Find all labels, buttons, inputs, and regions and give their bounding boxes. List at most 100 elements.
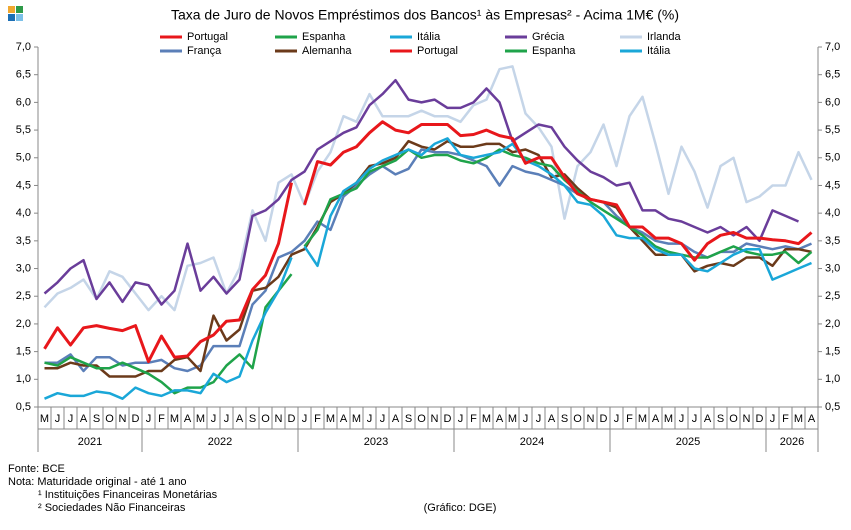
x-tick-label: J	[367, 413, 373, 425]
note: ¹ Instituições Financeiras Monetárias	[38, 489, 218, 501]
y-tick-label: 4,5	[16, 179, 31, 191]
y-tick-label: 1,0	[16, 373, 31, 385]
x-tick-label: S	[405, 413, 412, 425]
x-tick-label: M	[638, 413, 647, 425]
series-line	[44, 273, 293, 395]
x-tick-label: J	[146, 413, 152, 425]
x-tick-label: F	[158, 413, 165, 425]
x-tick-label: J	[458, 413, 464, 425]
x-tick-label: D	[132, 413, 140, 425]
x-tick-label: S	[93, 413, 100, 425]
series-line	[303, 120, 813, 262]
legend-label: Alemanha	[302, 45, 352, 57]
year-label: 2024	[520, 436, 544, 448]
x-tick-label: M	[482, 413, 491, 425]
x-tick-label: A	[496, 413, 504, 425]
x-tick-label: S	[561, 413, 568, 425]
note: Nota: Maturidade original - até 1 ano	[8, 476, 187, 488]
x-tick-label: F	[782, 413, 789, 425]
y-tick-label: 2,5	[16, 290, 31, 302]
x-tick-label: O	[261, 413, 270, 425]
legend-label: Portugal	[187, 31, 228, 43]
y-tick-label: 5,0	[16, 152, 31, 164]
x-tick-label: F	[314, 413, 321, 425]
x-tick-label: A	[808, 413, 816, 425]
x-tick-label: J	[55, 413, 61, 425]
logo	[8, 6, 15, 13]
x-tick-label: A	[80, 413, 88, 425]
x-tick-label: A	[548, 413, 556, 425]
x-tick-label: M	[196, 413, 205, 425]
x-tick-label: A	[652, 413, 660, 425]
x-tick-label: A	[392, 413, 400, 425]
x-tick-label: D	[600, 413, 608, 425]
y2-tick-label: 5,5	[825, 124, 840, 136]
series-line	[43, 65, 813, 312]
y2-tick-label: 4,5	[825, 179, 840, 191]
x-tick-label: J	[68, 413, 74, 425]
series-line	[44, 257, 293, 400]
x-tick-label: O	[573, 413, 582, 425]
credit: (Gráfico: DGE)	[424, 502, 497, 514]
x-tick-label: D	[444, 413, 452, 425]
year-label: 2022	[208, 436, 232, 448]
x-tick-label: M	[170, 413, 179, 425]
y2-tick-label: 3,5	[825, 235, 840, 247]
y2-tick-label: 1,0	[825, 373, 840, 385]
x-tick-label: J	[536, 413, 542, 425]
y2-tick-label: 0,5	[825, 401, 840, 413]
y2-tick-label: 5,0	[825, 152, 840, 164]
x-tick-label: O	[417, 413, 426, 425]
chart-title: Taxa de Juro de Novos Empréstimos dos Ba…	[171, 7, 679, 23]
y-tick-label: 7,0	[16, 41, 31, 53]
x-tick-label: D	[756, 413, 764, 425]
series-line	[303, 148, 813, 265]
x-tick-label: M	[794, 413, 803, 425]
year-label: 2021	[78, 436, 102, 448]
x-tick-label: N	[119, 413, 127, 425]
legend-label: Espanha	[302, 31, 346, 43]
y2-tick-label: 2,0	[825, 318, 840, 330]
y2-tick-label: 6,5	[825, 69, 840, 81]
x-tick-label: M	[664, 413, 673, 425]
y-tick-label: 5,5	[16, 124, 31, 136]
y2-tick-label: 3,0	[825, 262, 840, 274]
x-tick-label: N	[587, 413, 595, 425]
year-label: 2023	[364, 436, 388, 448]
x-tick-label: O	[105, 413, 114, 425]
x-tick-label: D	[288, 413, 296, 425]
x-tick-label: J	[614, 413, 620, 425]
y2-tick-label: 4,0	[825, 207, 840, 219]
y-tick-label: 6,5	[16, 69, 31, 81]
legend-label: Grécia	[532, 31, 565, 43]
y2-tick-label: 6,0	[825, 96, 840, 108]
x-tick-label: N	[431, 413, 439, 425]
x-tick-label: M	[352, 413, 361, 425]
y2-tick-label: 1,5	[825, 346, 840, 358]
logo	[8, 14, 15, 21]
x-tick-label: S	[717, 413, 724, 425]
x-tick-label: J	[692, 413, 698, 425]
x-tick-label: J	[224, 413, 230, 425]
x-tick-label: A	[184, 413, 192, 425]
y-tick-label: 4,0	[16, 207, 31, 219]
x-tick-label: N	[743, 413, 751, 425]
x-tick-label: N	[275, 413, 283, 425]
note: ² Sociedades Não Financeiras	[38, 502, 186, 514]
x-tick-label: M	[40, 413, 49, 425]
y-tick-label: 2,0	[16, 318, 31, 330]
logo	[16, 14, 23, 21]
y-tick-label: 0,5	[16, 401, 31, 413]
x-tick-label: J	[211, 413, 217, 425]
x-tick-label: J	[523, 413, 529, 425]
y-tick-label: 1,5	[16, 346, 31, 358]
x-tick-label: J	[770, 413, 776, 425]
y-tick-label: 6,0	[16, 96, 31, 108]
note: Fonte: BCE	[8, 463, 65, 475]
series-line	[43, 182, 293, 364]
x-tick-label: J	[380, 413, 386, 425]
year-label: 2026	[780, 436, 804, 448]
legend-label: Itália	[417, 31, 441, 43]
x-tick-label: F	[470, 413, 477, 425]
